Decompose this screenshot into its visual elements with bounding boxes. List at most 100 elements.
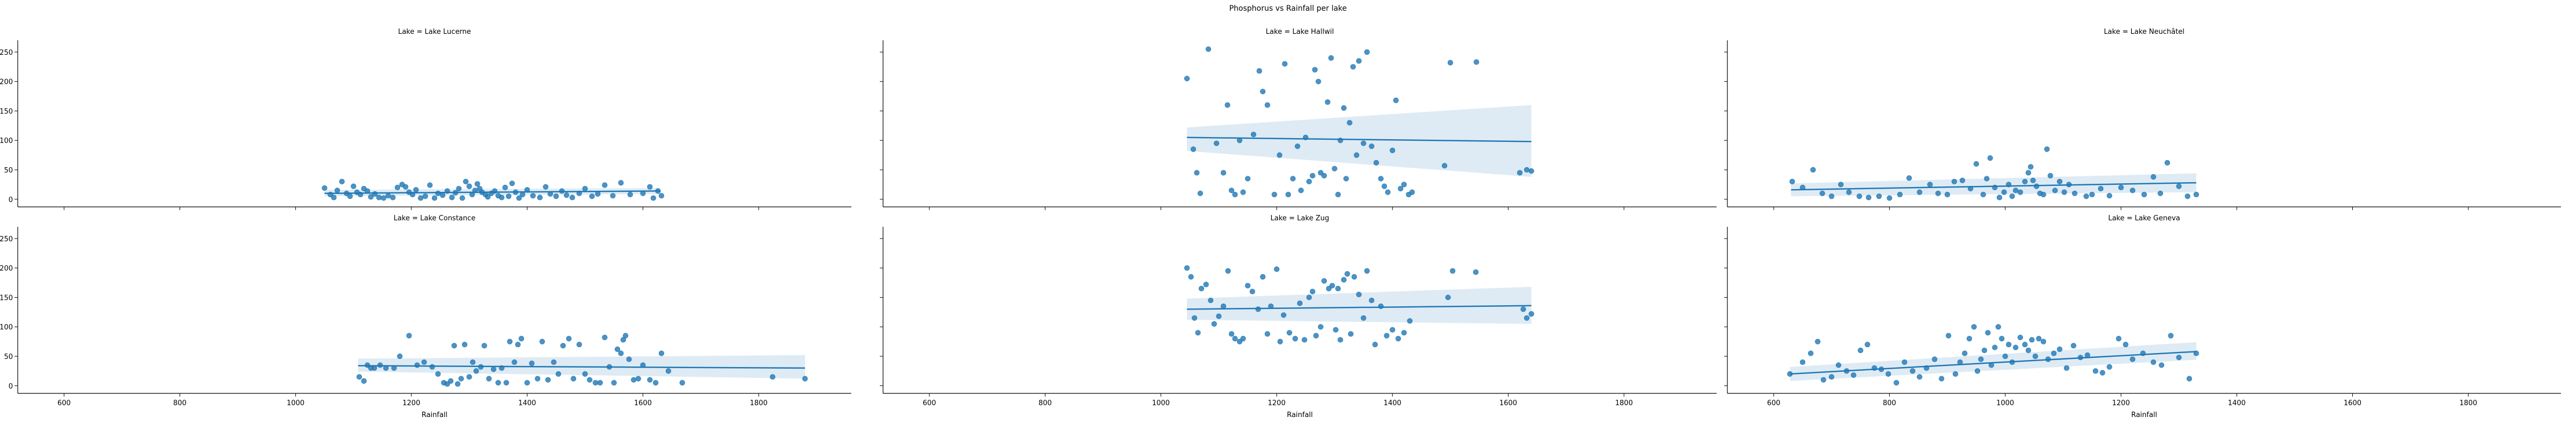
data-point (448, 378, 454, 384)
data-point (1361, 140, 1367, 146)
data-point (1445, 294, 1451, 300)
regression-line (1790, 350, 2196, 375)
data-point (1441, 163, 1448, 169)
x-tick-label: 1200 (402, 399, 420, 407)
data-point (2116, 336, 2122, 342)
data-point (1528, 311, 1534, 317)
data-point (2033, 183, 2039, 189)
data-point (351, 183, 357, 189)
data-point (361, 378, 367, 384)
data-point (1865, 341, 1870, 348)
regression-line (358, 365, 805, 369)
data-point (1240, 336, 1246, 342)
data-point (2072, 190, 2077, 196)
data-point (1273, 266, 1280, 272)
x-tick-label: 1200 (1268, 399, 1285, 407)
data-point (347, 193, 353, 199)
facet-panel: Lake = Lake Neuchâtel (1724, 28, 2561, 210)
data-point (1348, 331, 1354, 337)
data-point (339, 178, 345, 184)
data-point (1393, 97, 1399, 103)
data-point (1856, 193, 1862, 199)
data-point (529, 361, 535, 366)
data-point (1292, 336, 1298, 342)
y-tick-label: 50 (4, 167, 13, 175)
data-point (1810, 167, 1816, 173)
x-tick-label: 1400 (2228, 399, 2246, 407)
y-tick-label: 150 (0, 107, 13, 116)
x-axis-label: Rainfall (422, 411, 447, 419)
data-point (1318, 324, 1323, 330)
data-point (435, 371, 441, 377)
data-point (1245, 283, 1251, 289)
data-point (2047, 173, 2053, 179)
data-point (597, 380, 603, 386)
data-point (1820, 377, 1826, 383)
data-point (1354, 152, 1360, 158)
data-point (1280, 312, 1286, 318)
data-point (2083, 193, 2089, 199)
data-point (1313, 333, 1319, 339)
data-point (1819, 190, 1825, 196)
confidence-band (1187, 105, 1532, 177)
data-point (1301, 337, 1307, 343)
data-point (2107, 364, 2112, 370)
y-tick-label: 100 (0, 324, 13, 332)
data-point (1335, 285, 1341, 292)
confidence-band (1791, 173, 2196, 197)
data-point (1310, 289, 1315, 294)
data-point (1951, 178, 1958, 184)
data-point (395, 184, 401, 190)
data-point (429, 364, 435, 370)
data-point (1286, 330, 1292, 336)
data-point (2040, 339, 2046, 344)
data-point (1917, 189, 1923, 195)
x-tick-label: 1600 (634, 399, 652, 407)
data-point (474, 181, 480, 187)
data-point (582, 371, 588, 377)
data-point (511, 359, 517, 365)
data-point (1256, 68, 1262, 74)
data-point (2093, 368, 2098, 374)
data-point (406, 333, 412, 339)
data-point (1944, 191, 1951, 198)
facet-title: Lake = Lake Constance (394, 214, 475, 222)
data-point (1312, 67, 1318, 73)
data-point (2044, 146, 2050, 152)
data-point (1906, 175, 1912, 181)
x-tick-label: 1000 (1152, 399, 1170, 407)
data-point (2029, 337, 2035, 343)
facet-title: Lake = Lake Hallwil (1266, 28, 1334, 36)
data-point (2159, 362, 2165, 368)
data-point (397, 353, 403, 360)
data-point (2100, 370, 2105, 376)
data-point (1297, 300, 1303, 306)
y-tick-label: 250 (0, 235, 13, 243)
data-point (1980, 191, 1986, 198)
data-point (1249, 289, 1255, 294)
data-point (545, 377, 551, 383)
data-point (1356, 58, 1362, 64)
data-point (1808, 350, 1814, 356)
data-point (1398, 185, 1404, 192)
data-point (647, 184, 653, 190)
data-point (571, 376, 577, 382)
data-point (1190, 146, 1197, 152)
confidence-band (1790, 342, 2196, 381)
data-point (1372, 341, 1378, 348)
data-point (802, 376, 808, 382)
data-point (1290, 176, 1296, 182)
data-point (1364, 49, 1370, 55)
data-point (2052, 188, 2058, 193)
data-point (1369, 143, 1375, 149)
figure-title: Phosphorus vs Rainfall per lake (1229, 4, 1347, 13)
data-point (481, 343, 487, 349)
x-axis-label: Rainfall (2131, 411, 2157, 419)
data-point (331, 195, 337, 200)
data-point (1838, 182, 1844, 188)
x-tick-label: 600 (923, 399, 936, 407)
data-point (626, 356, 632, 362)
x-tick-label: 800 (1038, 399, 1052, 407)
data-point (1213, 140, 1220, 146)
data-point (1220, 170, 1227, 176)
